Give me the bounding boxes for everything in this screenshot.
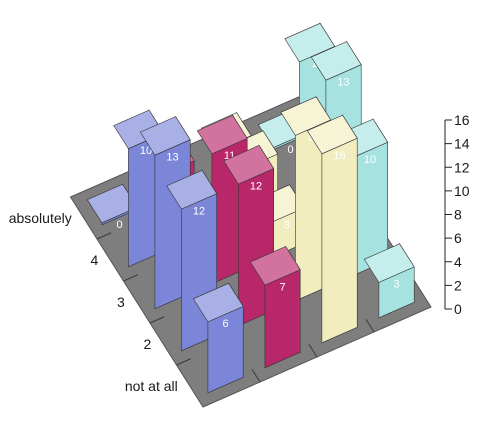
bar-value-label: 3 <box>393 279 399 291</box>
bar-value-label: 16 <box>333 150 345 162</box>
row-label: 4 <box>90 252 98 268</box>
bar: 10 <box>337 118 389 277</box>
bar-value-label: 7 <box>279 281 285 293</box>
bar: 3 <box>363 242 415 319</box>
bar-top <box>86 183 138 224</box>
row-label: absolutely <box>9 210 72 226</box>
z-axis: 0 2 4 6 8 10 12 14 16 <box>444 112 470 317</box>
row-label: 2 <box>143 336 151 352</box>
bar-top <box>192 282 244 323</box>
bar: 16 <box>306 114 358 344</box>
z-tick-label: 12 <box>454 159 470 175</box>
floor-tick <box>176 358 191 366</box>
bar-top <box>139 116 191 156</box>
z-tick-label: 8 <box>454 207 462 223</box>
bar-top <box>280 96 332 136</box>
floor-tick <box>149 316 165 324</box>
z-tick-label: 6 <box>454 230 462 246</box>
floor-tick <box>251 369 261 383</box>
floor-tick <box>96 232 112 240</box>
bar-value-label: 0 <box>116 219 122 231</box>
bar-top <box>196 114 248 155</box>
z-tick-label: 4 <box>454 254 462 270</box>
floor-tick <box>123 274 138 282</box>
z-tick-label: 16 <box>454 112 470 128</box>
bar: 6 <box>192 282 244 394</box>
bar-value-label: 6 <box>222 318 228 330</box>
bar: 7 <box>249 245 301 369</box>
bar-top <box>223 145 275 185</box>
bar-top <box>310 41 362 81</box>
row-label: not at all <box>125 378 178 394</box>
floor-tick <box>365 319 375 333</box>
bar-value-label: 3 <box>283 220 289 232</box>
bar-value-label: 10 <box>364 154 376 166</box>
row-labels: not at all 2 3 4 absolutely <box>9 210 178 394</box>
bar-front <box>321 137 358 344</box>
bar-top <box>249 246 301 286</box>
bar-value-label: 13 <box>337 76 349 88</box>
floor-tick <box>308 344 318 358</box>
z-tick-label: 2 <box>454 277 462 293</box>
bar-value-label: 10 <box>140 145 152 157</box>
bar-value-label: 12 <box>250 180 262 192</box>
bar-value-label: 13 <box>166 151 178 163</box>
z-tick-label: 10 <box>454 183 470 199</box>
bar-top <box>284 22 336 63</box>
bar-top <box>363 243 415 283</box>
bar-value-label: 12 <box>193 205 205 217</box>
bars: 022010041113113131212141067163 <box>86 22 415 394</box>
bar-value-label: 0 <box>287 144 293 156</box>
bar-top <box>166 170 218 210</box>
row-label: 3 <box>117 294 125 310</box>
z-tick-label: 14 <box>454 136 470 152</box>
bar-value-label: 11 <box>224 150 235 162</box>
bar-top <box>306 114 358 155</box>
z-tick-label: 0 <box>454 301 462 317</box>
